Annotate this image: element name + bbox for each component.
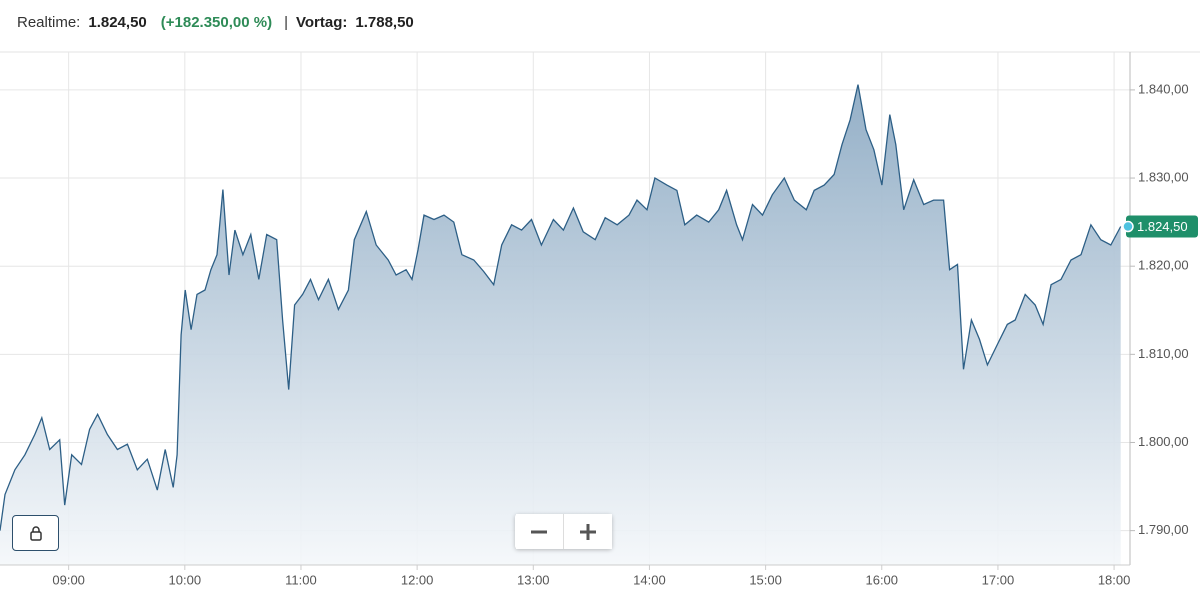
y-tick-label: 1.830,00 <box>1138 169 1189 184</box>
price-line <box>0 84 1122 531</box>
change: (+182.350,00 %) <box>160 14 273 31</box>
minus-icon <box>531 530 547 533</box>
realtime-value: 1.824,50 <box>88 14 147 31</box>
area-fill <box>0 84 1121 565</box>
previous-value: 1.788,50 <box>355 14 414 31</box>
zoom-in-button[interactable] <box>563 514 612 549</box>
zoom-controls <box>515 514 612 549</box>
x-tick-label: 15:00 <box>749 572 782 587</box>
x-tick-label: 16:00 <box>865 572 898 587</box>
y-tick-label: 1.800,00 <box>1138 434 1189 449</box>
x-tick-label: 09:00 <box>52 572 85 587</box>
last-point <box>1122 220 1134 233</box>
lock-button[interactable] <box>12 515 59 551</box>
x-tick-label: 11:00 <box>285 572 317 587</box>
realtime-label: Realtime: <box>17 14 81 31</box>
x-tick-label: 18:00 <box>1098 572 1131 587</box>
x-tick-label: 14:00 <box>633 572 666 587</box>
x-tick-label: 17:00 <box>982 572 1015 587</box>
last-value-label: 1.824,50 <box>1137 219 1188 234</box>
y-tick-label: 1.790,00 <box>1138 522 1189 537</box>
separator: | <box>284 14 288 31</box>
plus-icon <box>579 523 596 540</box>
x-tick-label: 12:00 <box>401 572 434 587</box>
header: Realtime: 1.824,50 (+182.350,00 %) | Vor… <box>17 14 414 31</box>
lock-icon <box>29 526 42 541</box>
x-tick-label: 10:00 <box>169 572 202 587</box>
y-tick-label: 1.820,00 <box>1138 258 1189 273</box>
y-tick-label: 1.810,00 <box>1138 346 1189 361</box>
previous-label: Vortag: <box>295 14 348 31</box>
x-tick-label: 13:00 <box>517 572 550 587</box>
last-value-badge <box>1126 215 1198 238</box>
y-tick-label: 1.840,00 <box>1138 81 1189 96</box>
zoom-out-button[interactable] <box>515 514 564 549</box>
